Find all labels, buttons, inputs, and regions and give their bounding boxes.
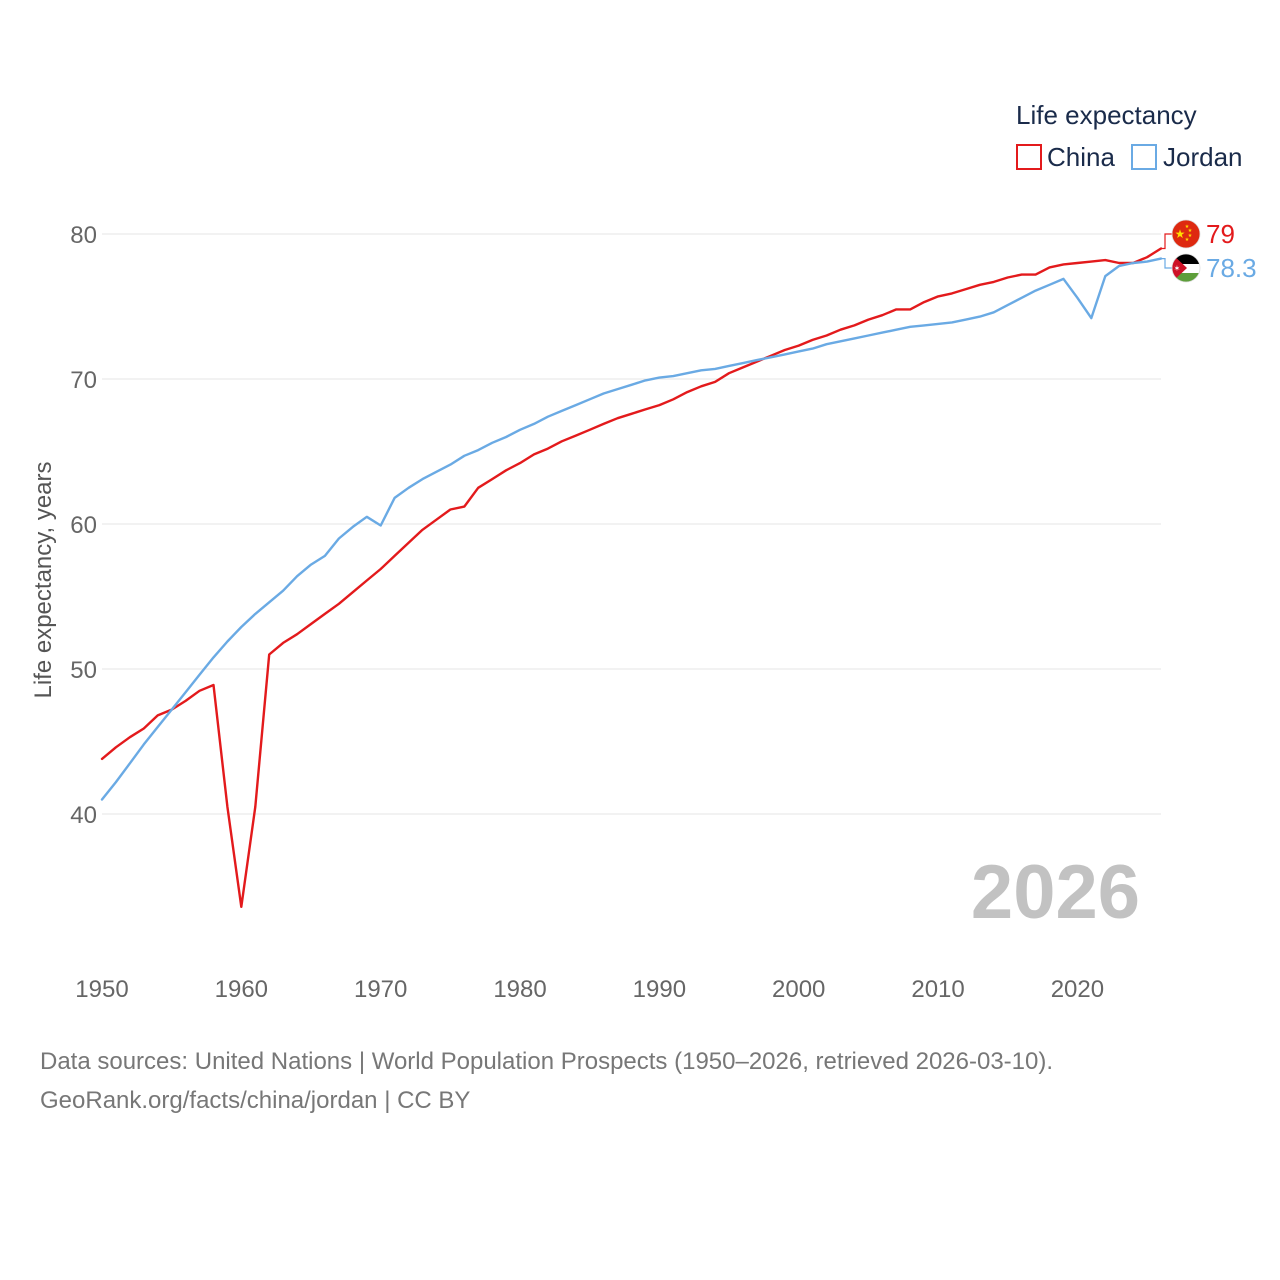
svg-text:★: ★ [1185, 237, 1190, 243]
svg-text:★: ★ [1185, 224, 1190, 230]
legend-swatch-china [1016, 144, 1042, 170]
svg-text:★: ★ [1188, 228, 1193, 234]
footer: Data sources: United Nations | World Pop… [40, 1042, 1053, 1120]
data-sources-text: Data sources: United Nations | World Pop… [40, 1048, 1054, 1075]
series-line-china[interactable] [100, 247, 1163, 908]
svg-text:✶: ✶ [1174, 264, 1181, 273]
y-axis-ticks: 40 50 60 70 80 [70, 222, 97, 829]
svg-text:★: ★ [1175, 227, 1186, 241]
legend-swatch-jordan [1131, 144, 1157, 170]
x-tick-label-2010: 2010 [911, 976, 964, 1003]
y-tick-label-80: 80 [70, 222, 97, 249]
y-tick-label-50: 50 [70, 657, 97, 684]
line-chart: 40 50 60 70 80 1950 1960 1970 1980 1990 2000 2010 2… [30, 100, 1257, 1003]
legend-item-china[interactable]: China [1016, 142, 1115, 172]
legend-label-jordan: Jordan [1163, 142, 1243, 172]
x-tick-label-2020: 2020 [1051, 976, 1104, 1003]
year-watermark: 2026 [971, 850, 1140, 935]
y-tick-label-60: 60 [70, 512, 97, 539]
legend-item-jordan[interactable]: Jordan [1131, 142, 1243, 172]
end-labels: ★ ★★★★ 79✶ 78.3 [1161, 219, 1257, 283]
x-axis-ticks: 1950 1960 1970 1980 1990 2000 2010 2020 [75, 976, 1104, 1003]
source-url-text[interactable]: GeoRank.org/facts/china/jordan | CC BY [40, 1087, 471, 1114]
grid [102, 233, 1161, 815]
china-flag-icon: ★ ★★★★ [1171, 219, 1201, 249]
series-lines [100, 247, 1163, 908]
y-tick-label-70: 70 [70, 367, 97, 394]
legend[interactable]: Life expectancy China Jordan [1016, 100, 1243, 172]
x-tick-label-1990: 1990 [633, 976, 686, 1003]
legend-label-china: China [1047, 142, 1115, 172]
series-line-jordan[interactable] [100, 257, 1163, 801]
x-tick-label-1950: 1950 [75, 976, 128, 1003]
x-tick-label-2000: 2000 [772, 976, 825, 1003]
legend-title: Life expectancy [1016, 100, 1197, 130]
end-connector-jordan [1161, 258, 1172, 269]
jordan-flag-icon: ✶ [1171, 253, 1201, 283]
end-value-label-china: 79 [1206, 219, 1235, 249]
y-axis-label: Life expectancy, years [30, 461, 57, 698]
x-tick-label-1970: 1970 [354, 976, 407, 1003]
end-value-label-jordan: 78.3 [1206, 253, 1257, 283]
y-tick-label-40: 40 [70, 802, 97, 829]
x-tick-label-1960: 1960 [215, 976, 268, 1003]
svg-text:★: ★ [1188, 233, 1193, 239]
end-connector-china [1161, 233, 1172, 250]
x-tick-label-1980: 1980 [493, 976, 546, 1003]
